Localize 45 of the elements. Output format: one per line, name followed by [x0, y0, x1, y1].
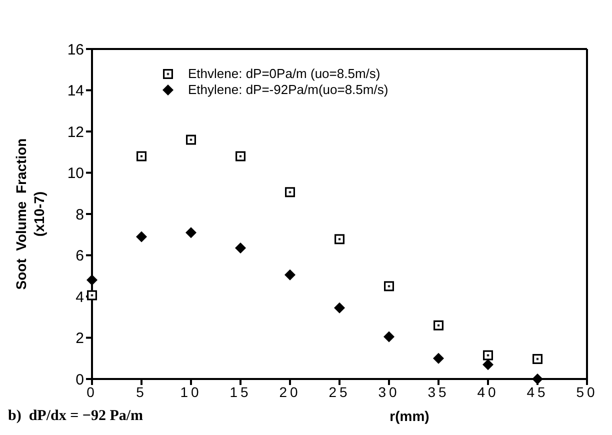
point — [384, 331, 394, 342]
x-tick-label: 20 — [279, 384, 301, 400]
y-tick-label: 2 — [76, 330, 84, 348]
y-tick-label: 6 — [76, 248, 84, 265]
x-axis-title: r(mm) — [390, 408, 430, 424]
point — [285, 187, 295, 198]
x-tick-label: 5 — [136, 384, 147, 400]
point — [236, 151, 246, 162]
legend-label: Ethylene: dP=-92Pa/m(uo=8.5m/s) — [188, 82, 388, 98]
point — [334, 234, 344, 244]
y-tick-label: 12 — [67, 124, 84, 141]
point — [482, 359, 494, 370]
y-tick-label: 16 — [67, 41, 84, 58]
point — [136, 151, 146, 162]
x-tick-label: 45 — [526, 384, 548, 400]
y-tick-label: 4 — [76, 288, 84, 306]
point — [532, 374, 543, 384]
x-tick-label: 40 — [477, 384, 499, 400]
y-tick-label: 0 — [76, 371, 84, 388]
x-tick-label: 35 — [428, 384, 450, 400]
point — [433, 352, 444, 364]
x-tick-label: 25 — [328, 384, 350, 400]
point — [136, 231, 147, 242]
point — [384, 281, 394, 292]
y-tick-label: 8 — [76, 206, 84, 224]
point — [235, 242, 246, 254]
point — [284, 269, 296, 280]
y-axis-title: Soot Volume Fraction (x10-7) — [13, 138, 47, 290]
point — [434, 320, 444, 330]
point — [483, 350, 493, 360]
legend-label: Ethvlene: dP=0Pa/m (uo=8.5m/s) — [188, 66, 380, 82]
point — [87, 290, 97, 300]
x-tick-label: 10 — [180, 384, 202, 400]
text: b) dP/dx = −92 Pa/m — [8, 408, 144, 425]
point — [86, 274, 98, 286]
x-tick-label: 0 — [86, 384, 98, 400]
y-tick-label: 14 — [67, 82, 84, 100]
x-tick-label: 50 — [576, 384, 598, 400]
point — [186, 134, 196, 145]
x-tick-label: 30 — [378, 384, 400, 400]
y-tick-label: 10 — [67, 165, 84, 182]
x-tick-label: 15 — [230, 384, 252, 400]
point — [186, 227, 196, 238]
point — [334, 302, 345, 314]
point — [532, 354, 542, 364]
